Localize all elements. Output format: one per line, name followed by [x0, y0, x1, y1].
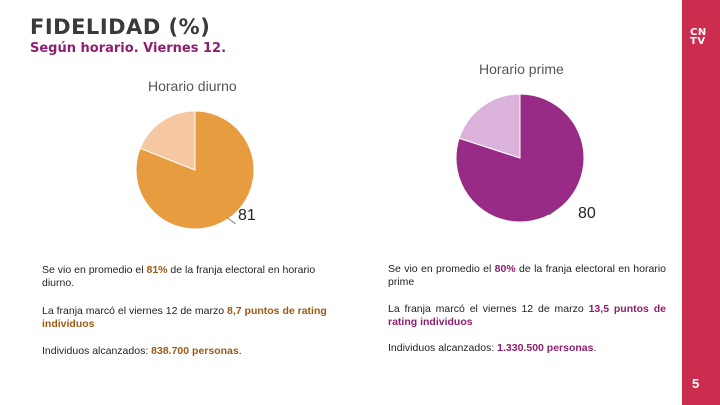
text-part: La franja marcó el viernes 12 de marzo	[42, 305, 228, 317]
pie-chart-diurno	[135, 110, 255, 230]
highlight: 838.700 personas	[151, 345, 239, 357]
text-part: Se vio en promedio el	[42, 264, 147, 276]
highlight: 8,7 puntos de rating individuos	[42, 305, 327, 330]
highlight: 80%	[494, 263, 516, 275]
highlight: 81%	[146, 264, 168, 276]
brand-sidebar: CN TV 5	[682, 0, 720, 405]
text-part: Se vio en promedio el	[388, 263, 495, 275]
logo-line-1: CN	[690, 27, 707, 38]
prime-reach-text: Individuos alcanzados: 1.330.500 persona…	[388, 342, 666, 355]
text-part: de la franja electoral en horario prime	[388, 263, 666, 288]
text-part: .	[593, 342, 597, 354]
prime-rating-text: La franja marcó el viernes 12 de marzo 1…	[388, 303, 666, 329]
page-subtitle: Según horario. Viernes 12.	[30, 41, 227, 56]
cntv-logo: CN TV	[690, 27, 707, 47]
text-part: de la franja electoral en horario diurno…	[42, 264, 316, 289]
text-part: Individuos alcanzados:	[42, 345, 152, 357]
data-label-prime: 80	[578, 205, 596, 222]
logo-line-2: TV	[690, 36, 706, 47]
highlight: 13,5 puntos de rating individuos	[388, 303, 667, 328]
pie-slice-main	[455, 93, 585, 223]
page-number: 5	[692, 376, 700, 391]
diurno-reach-text: Individuos alcanzados: 838.700 personas.	[42, 345, 342, 358]
chart-title-prime: Horario prime	[479, 61, 564, 77]
diurno-average-text: Se vio en promedio el 81% de la franja e…	[42, 264, 342, 290]
data-label-leader	[227, 217, 236, 225]
text-part: La franja marcó el viernes 12 de marzo	[388, 303, 589, 315]
pie-slice-rest	[458, 93, 521, 159]
text-part: Individuos alcanzados:	[388, 342, 498, 354]
data-label-leader	[548, 208, 558, 216]
text-part: .	[238, 345, 242, 357]
pie-slice-rest	[139, 110, 196, 171]
diurno-rating-text: La franja marcó el viernes 12 de marzo 8…	[42, 305, 342, 331]
pie-chart-prime	[455, 93, 585, 223]
chart-title-diurno: Horario diurno	[148, 78, 237, 94]
highlight: 1.330.500 personas	[497, 342, 594, 354]
prime-average-text: Se vio en promedio el 80% de la franja e…	[388, 263, 666, 289]
page-title: FIDELIDAD (%)	[30, 15, 211, 39]
data-label-diurno: 81	[238, 207, 256, 224]
